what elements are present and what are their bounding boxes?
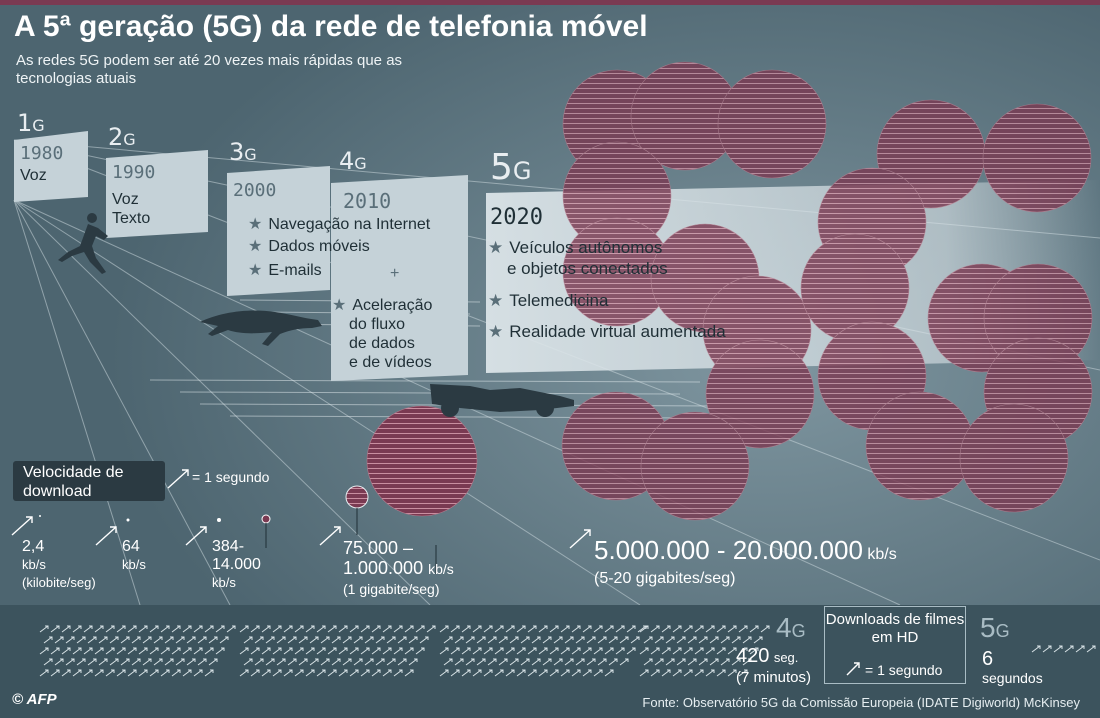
use-5g-objetos: e objetos conectados — [507, 259, 668, 278]
panel-3g — [227, 166, 330, 296]
gen-label-3g: 3G — [229, 138, 257, 166]
use-2g-voz: Voz — [112, 191, 139, 208]
use-4g-line4: e de vídeos — [349, 354, 432, 371]
use-5g-telemedicina: ★ Telemedicina — [488, 291, 609, 310]
use-1g-voz: Voz — [20, 167, 47, 184]
page-subtitle: As redes 5G podem ser até 20 vezes mais … — [16, 52, 403, 87]
page-title: A 5ª geração (5G) da rede de telefonia m… — [14, 10, 648, 43]
runner-icon — [58, 213, 108, 274]
arrow-icon — [846, 662, 860, 676]
downloads-4g-minutes: (7 minutos) — [736, 669, 812, 686]
downloads-5g-unit: segundos — [982, 670, 1043, 686]
speed-dot-2g — [126, 518, 130, 522]
downloads-5g-time: 6 — [982, 648, 994, 670]
downloads-band — [0, 605, 1100, 718]
downloads-5g-label: 5G — [980, 612, 1010, 643]
legend-unit: = 1 segundo — [192, 469, 270, 485]
speed-2g: 64 kb/s — [122, 538, 146, 572]
use-5g-realidade: ★ Realidade virtual aumentada — [488, 322, 726, 341]
use-4g-line2: do fluxo — [349, 316, 406, 333]
speed-circle-4g — [366, 405, 478, 517]
race-car-icon — [430, 384, 574, 417]
year-1990: 1990 — [112, 162, 156, 183]
speed-4g: 75.000 – 1.000.000 kb/s (1 gigabite/seg) — [343, 538, 454, 597]
cheetah-icon — [200, 310, 322, 346]
use-5g-veiculos: ★ Veículos autônomos — [488, 238, 663, 257]
downloads-hd-box: Downloads de filmes em HD = 1 segundo — [824, 606, 966, 684]
year-2020: 2020 — [490, 205, 543, 230]
gen-label-4g: 4G — [339, 147, 367, 175]
use-3g-dados: ★ Dados móveis — [248, 238, 370, 255]
panel-1g — [14, 131, 88, 202]
use-4g-line1: ★ Aceleração — [332, 297, 433, 314]
speed-dot-3g-low — [217, 518, 221, 522]
downloads-4g-label: 4G — [776, 612, 806, 643]
arrow-icon — [167, 469, 189, 489]
top-accent-bar — [0, 0, 1100, 5]
speed-1g: 2,4 kb/s (kilobite/seg) — [22, 538, 96, 590]
gen-label-1g: 1G — [17, 109, 45, 137]
panel-2g — [106, 150, 208, 238]
year-2000: 2000 — [233, 180, 277, 201]
downloads-4g-time: 420 seg. — [736, 645, 799, 667]
speed-5g: 5.000.000 - 20.000.000 kb/s (5-20 gigabi… — [594, 535, 897, 587]
use-4g-line3: de dados — [349, 335, 415, 352]
plus-sign: + — [390, 265, 400, 282]
speed-dot-1g — [39, 515, 41, 517]
use-3g-emails: ★ E-mails — [248, 262, 322, 279]
panel-4g — [331, 175, 468, 381]
source-note: Fonte: Observatório 5G da Comissão Europ… — [642, 695, 1080, 710]
year-2010: 2010 — [343, 189, 392, 213]
gen-label-2g: 2G — [108, 123, 136, 151]
use-2g-texto: Texto — [112, 210, 151, 227]
gen-label-5g: 5G — [490, 147, 532, 188]
credit-logo: © AFP — [12, 691, 57, 708]
legend-download-speed: Velocidade de download — [13, 461, 165, 501]
use-3g-internet: ★ Navegação na Internet — [248, 216, 431, 233]
year-1980: 1980 — [20, 143, 64, 164]
speed-3g: 384- 14.000 kb/s — [212, 538, 261, 590]
